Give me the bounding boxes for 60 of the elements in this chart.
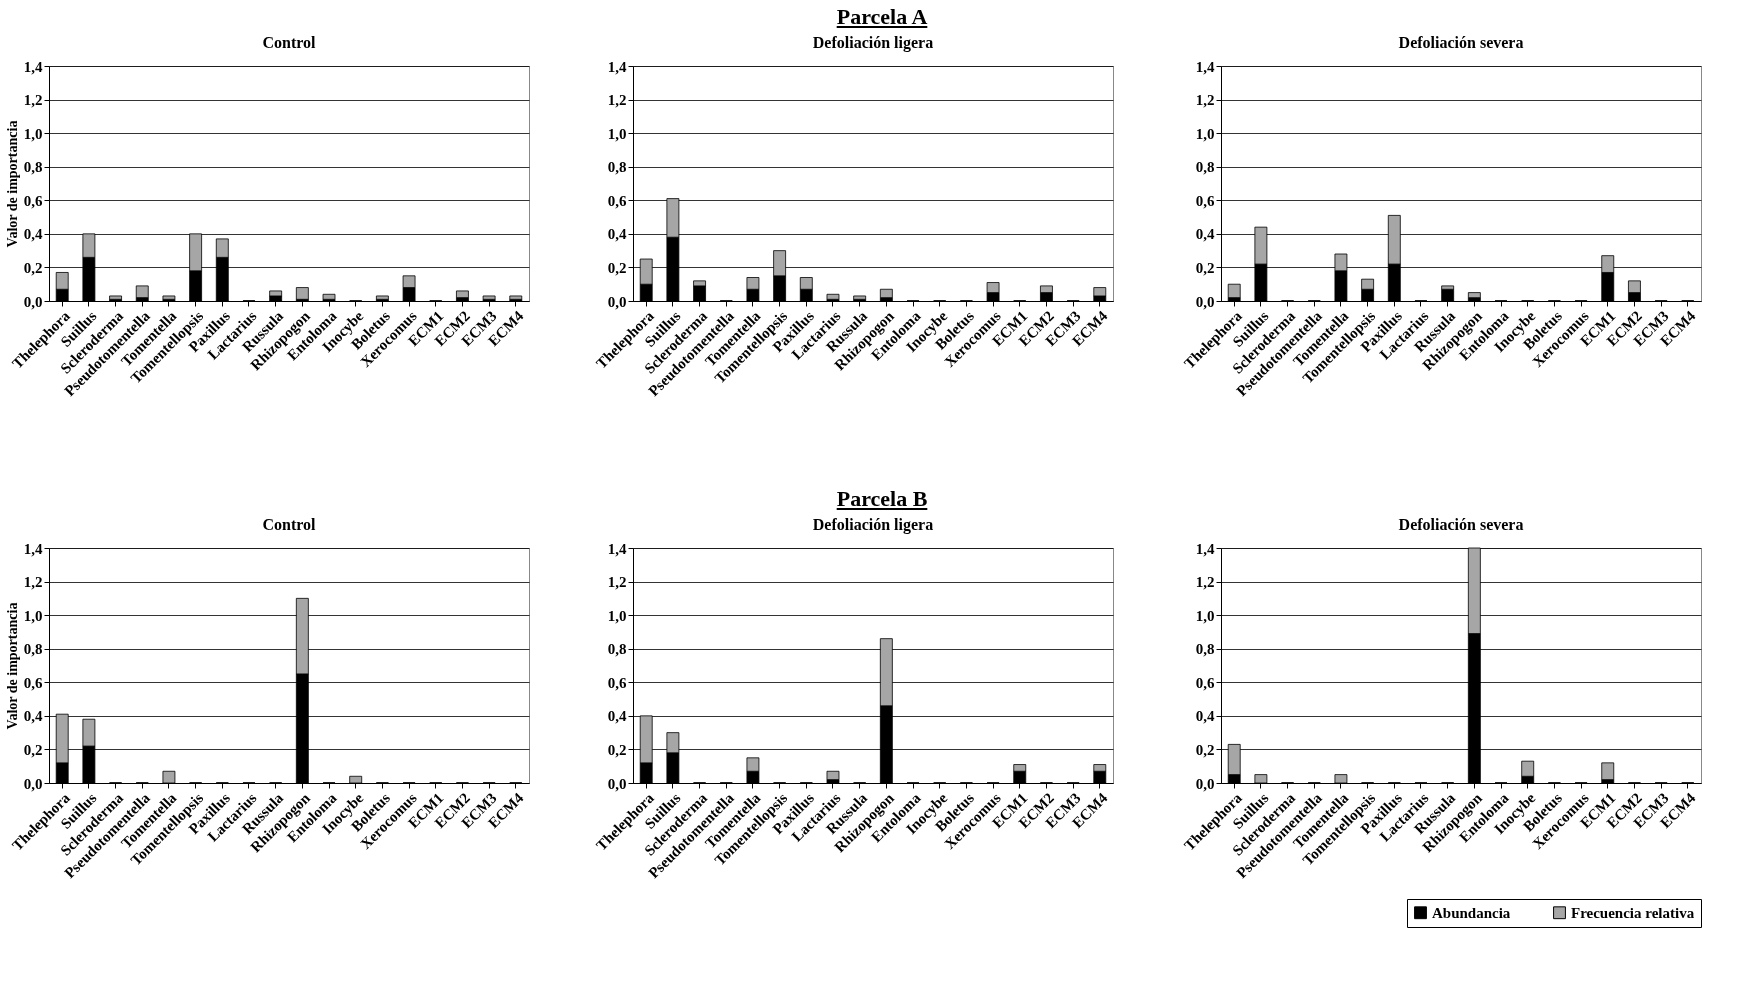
y-tick-label: 1,2 [1195,92,1215,109]
y-axis-title: Valor de importancia [4,602,20,730]
y-tick-label: 0,0 [607,775,627,792]
y-tick-label: 1,4 [607,58,627,75]
y-tick-label: 0,6 [1195,192,1215,209]
y-tick-label: 0,4 [1195,708,1215,725]
y-tick-label: 1,4 [23,540,43,557]
y-tick-label: 0,6 [607,674,627,691]
y-tick-label: 0,8 [607,159,627,176]
chart-title: Defoliación severa [1398,516,1524,533]
text: Parcela B [835,485,929,512]
y-tick-label: 0,2 [1195,741,1215,758]
y-tick-label: 1,0 [1195,607,1215,624]
chart-title: Control [262,516,317,533]
chart-title: Defoliación ligera [812,516,934,534]
y-tick-label: 1,2 [23,92,43,109]
y-tick-label: 1,2 [1195,574,1215,591]
y-tick-label: 1,4 [607,540,627,557]
y-tick-label: 0,8 [607,641,627,658]
y-axis-title: Valor de importancia [4,120,20,248]
y-tick-label: 1,4 [1195,540,1215,557]
y-tick-label: 0,2 [607,741,627,758]
y-tick-label: 1,2 [607,92,627,109]
y-tick-label: 0,4 [1195,226,1215,243]
y-tick-label: 0,0 [23,775,43,792]
y-tick-label: 1,0 [607,125,627,142]
text: Parcela A [835,3,929,30]
y-tick-label: 0,6 [23,192,43,209]
y-tick-label: 1,2 [607,574,627,591]
y-tick-label: 1,0 [23,125,43,142]
y-tick-label: 1,0 [23,607,43,624]
y-tick-label: 0,8 [1195,641,1215,658]
y-tick-label: 0,0 [1195,293,1215,310]
y-tick-label: 0,6 [607,192,627,209]
chart-title: Defoliación severa [1398,34,1524,51]
legend-label: Abundancia [1432,904,1511,921]
y-tick-label: 0,6 [23,674,43,691]
y-tick-label: 0,2 [1195,259,1215,276]
y-tick-label: 0,4 [23,708,43,725]
chart-title: Control [262,34,317,51]
y-tick-label: 0,4 [607,226,627,243]
chart-title: Defoliación ligera [812,34,934,52]
y-tick-label: 0,2 [23,259,43,276]
legend-label: Frecuencia relativa [1571,904,1695,921]
y-tick-label: 0,0 [23,293,43,310]
y-tick-label: 0,0 [1195,775,1215,792]
y-tick-label: 1,4 [1195,58,1215,75]
y-tick-label: 0,4 [23,226,43,243]
y-tick-label: 0,6 [1195,674,1215,691]
y-tick-label: 0,4 [607,708,627,725]
y-tick-label: 1,0 [1195,125,1215,142]
y-tick-label: 1,0 [607,607,627,624]
y-tick-label: 0,2 [23,741,43,758]
y-tick-label: 0,8 [23,159,43,176]
y-tick-label: 1,2 [23,574,43,591]
y-tick-label: 0,8 [23,641,43,658]
y-tick-label: 0,0 [607,293,627,310]
y-tick-label: 0,2 [607,259,627,276]
y-tick-label: 1,4 [23,58,43,75]
y-tick-label: 0,8 [1195,159,1215,176]
